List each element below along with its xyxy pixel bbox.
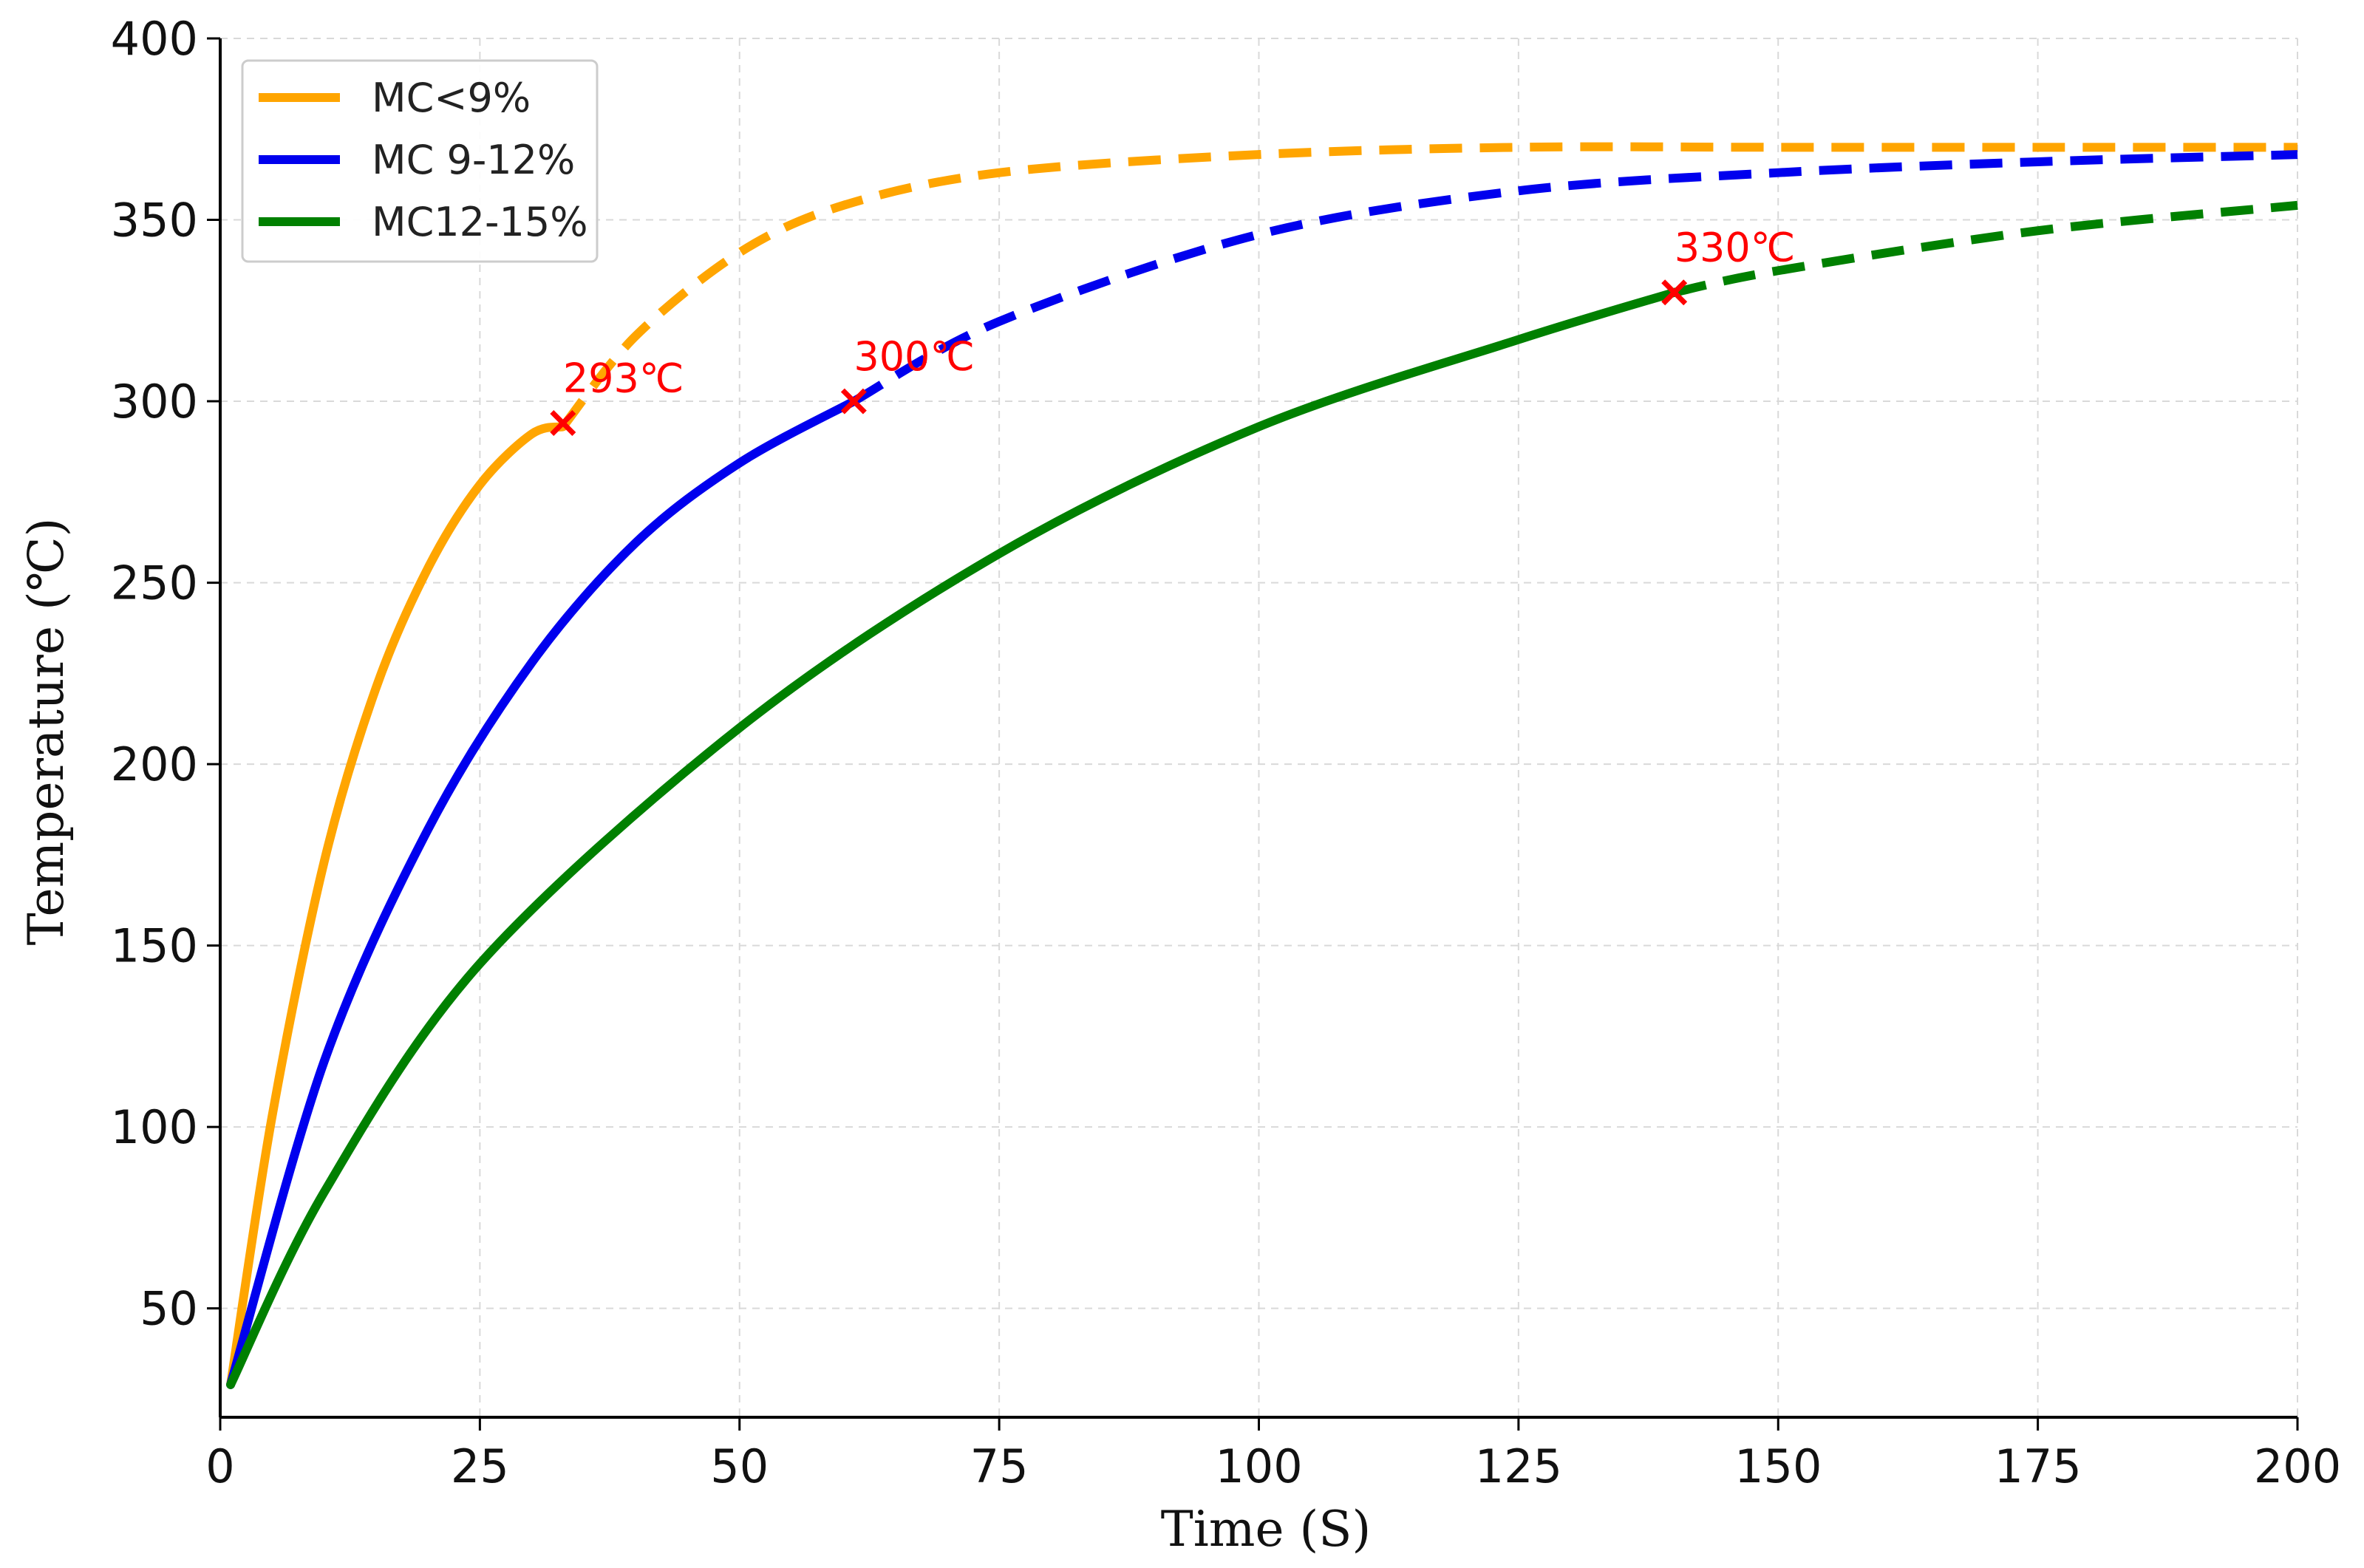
- y-tick-label: 150: [111, 919, 198, 973]
- annotation-label: 300℃: [854, 333, 975, 380]
- x-tick-label: 175: [1994, 1439, 2081, 1493]
- x-axis-title: Time (S): [1161, 1501, 1371, 1558]
- x-marker-stroke: [550, 410, 576, 436]
- x-tick-label: 50: [710, 1439, 769, 1493]
- annotation-marker: [550, 410, 576, 436]
- legend: MC<9% MC 9-12% MC12-15%: [241, 59, 599, 263]
- annotation-label: 293℃: [563, 355, 684, 402]
- series-line-solid-mc-9-: [226, 422, 568, 1389]
- y-tick-label: 250: [111, 556, 198, 610]
- y-tick-label: 200: [111, 737, 198, 791]
- y-tick-label: 350: [111, 194, 198, 248]
- x-tick-label: 200: [2254, 1439, 2341, 1493]
- series-line-dashed-mc-9-12-: [851, 150, 2298, 406]
- annotations: 293℃ 300℃ 330℃: [550, 225, 1796, 436]
- x-tick-label: 75: [970, 1439, 1029, 1493]
- series-line-solid-mc-9-12-: [226, 397, 859, 1389]
- axes: 0 25 50 75 100 125 150 175 200 50 100 150 200 250 300 3…: [111, 12, 2342, 1493]
- series-line-dashed-mc-9-: [559, 142, 2297, 430]
- annotation-marker: [1661, 279, 1688, 306]
- y-tick-label: 100: [111, 1100, 198, 1154]
- legend-label: MC<9%: [372, 75, 531, 121]
- annotation-label: 330℃: [1675, 225, 1796, 271]
- legend-box: [241, 59, 599, 263]
- y-tick-label: 50: [140, 1282, 198, 1336]
- x-tick-label: 150: [1734, 1439, 1822, 1493]
- legend-label: MC12-15%: [372, 199, 588, 245]
- series-line-dashed-mc12-15-: [1673, 200, 2298, 297]
- y-axis-title: Temperature (℃): [18, 518, 75, 946]
- series-lines: [226, 142, 2298, 1389]
- grid: [220, 38, 2298, 1417]
- x-tick-label: 125: [1475, 1439, 1562, 1493]
- legend-label: MC 9-12%: [372, 137, 575, 183]
- y-tick-label: 400: [111, 12, 198, 66]
- y-tick-label: 300: [111, 375, 198, 429]
- x-tick-label: 25: [451, 1439, 509, 1493]
- annotation-marker: [840, 388, 867, 415]
- x-tick-label: 0: [205, 1439, 234, 1493]
- x-marker-stroke: [1661, 279, 1688, 306]
- x-tick-label: 100: [1215, 1439, 1302, 1493]
- x-marker-stroke: [840, 388, 867, 415]
- series-line-solid-mc12-15-: [226, 287, 1679, 1389]
